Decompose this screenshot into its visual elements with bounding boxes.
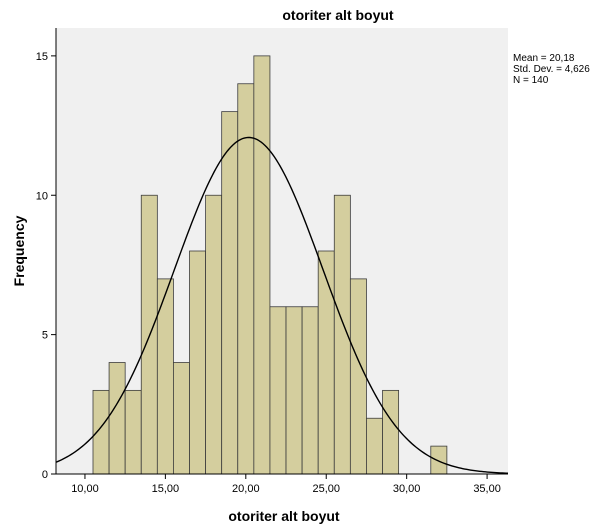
x-tick-label: 15,00 <box>152 483 180 495</box>
histogram-bar <box>366 417 383 475</box>
histogram-bar <box>108 362 126 475</box>
stats-std-dev: Std. Dev. = 4,626 <box>513 64 590 75</box>
histogram-bar <box>237 83 255 475</box>
histogram-bar <box>317 250 335 475</box>
histogram-bar <box>269 306 287 475</box>
histogram-bar <box>205 194 223 475</box>
y-tick-label: 0 <box>42 469 48 481</box>
normal-curve <box>55 136 509 474</box>
y-axis-ticks: 0 5 10 15 <box>36 51 56 481</box>
histogram-bar <box>189 250 206 475</box>
x-axis-label: otoriter alt boyut <box>228 508 340 524</box>
x-tick-label: 30,00 <box>393 483 421 495</box>
histogram-bar <box>92 389 110 475</box>
y-tick-label: 15 <box>36 51 48 63</box>
x-tick-label: 35,00 <box>473 483 501 495</box>
y-tick-label: 10 <box>36 190 48 202</box>
histogram-bar <box>349 278 367 475</box>
y-tick-label: 5 <box>42 330 48 342</box>
x-axis-ticks: 10,00 15,00 20,00 25,00 30,00 35,00 <box>71 474 501 495</box>
histogram-bar <box>301 306 319 475</box>
histogram-bar <box>382 389 400 475</box>
histogram-bar <box>285 306 303 475</box>
histogram-bar <box>173 362 190 475</box>
stats-mean: Mean = 20,18 <box>513 53 575 64</box>
x-tick-label: 20,00 <box>232 483 260 495</box>
x-tick-label: 10,00 <box>71 483 99 495</box>
chart-title: otoriter alt boyut <box>282 7 394 23</box>
stats-n: N = 140 <box>513 75 549 86</box>
y-axis-label: Frequency <box>11 215 27 286</box>
histogram-bar <box>124 389 142 475</box>
histogram-bar <box>253 55 271 475</box>
bars-layer <box>92 55 448 475</box>
x-tick-label: 25,00 <box>312 483 340 495</box>
histogram-bar <box>221 111 239 475</box>
histogram-bar <box>430 445 448 475</box>
